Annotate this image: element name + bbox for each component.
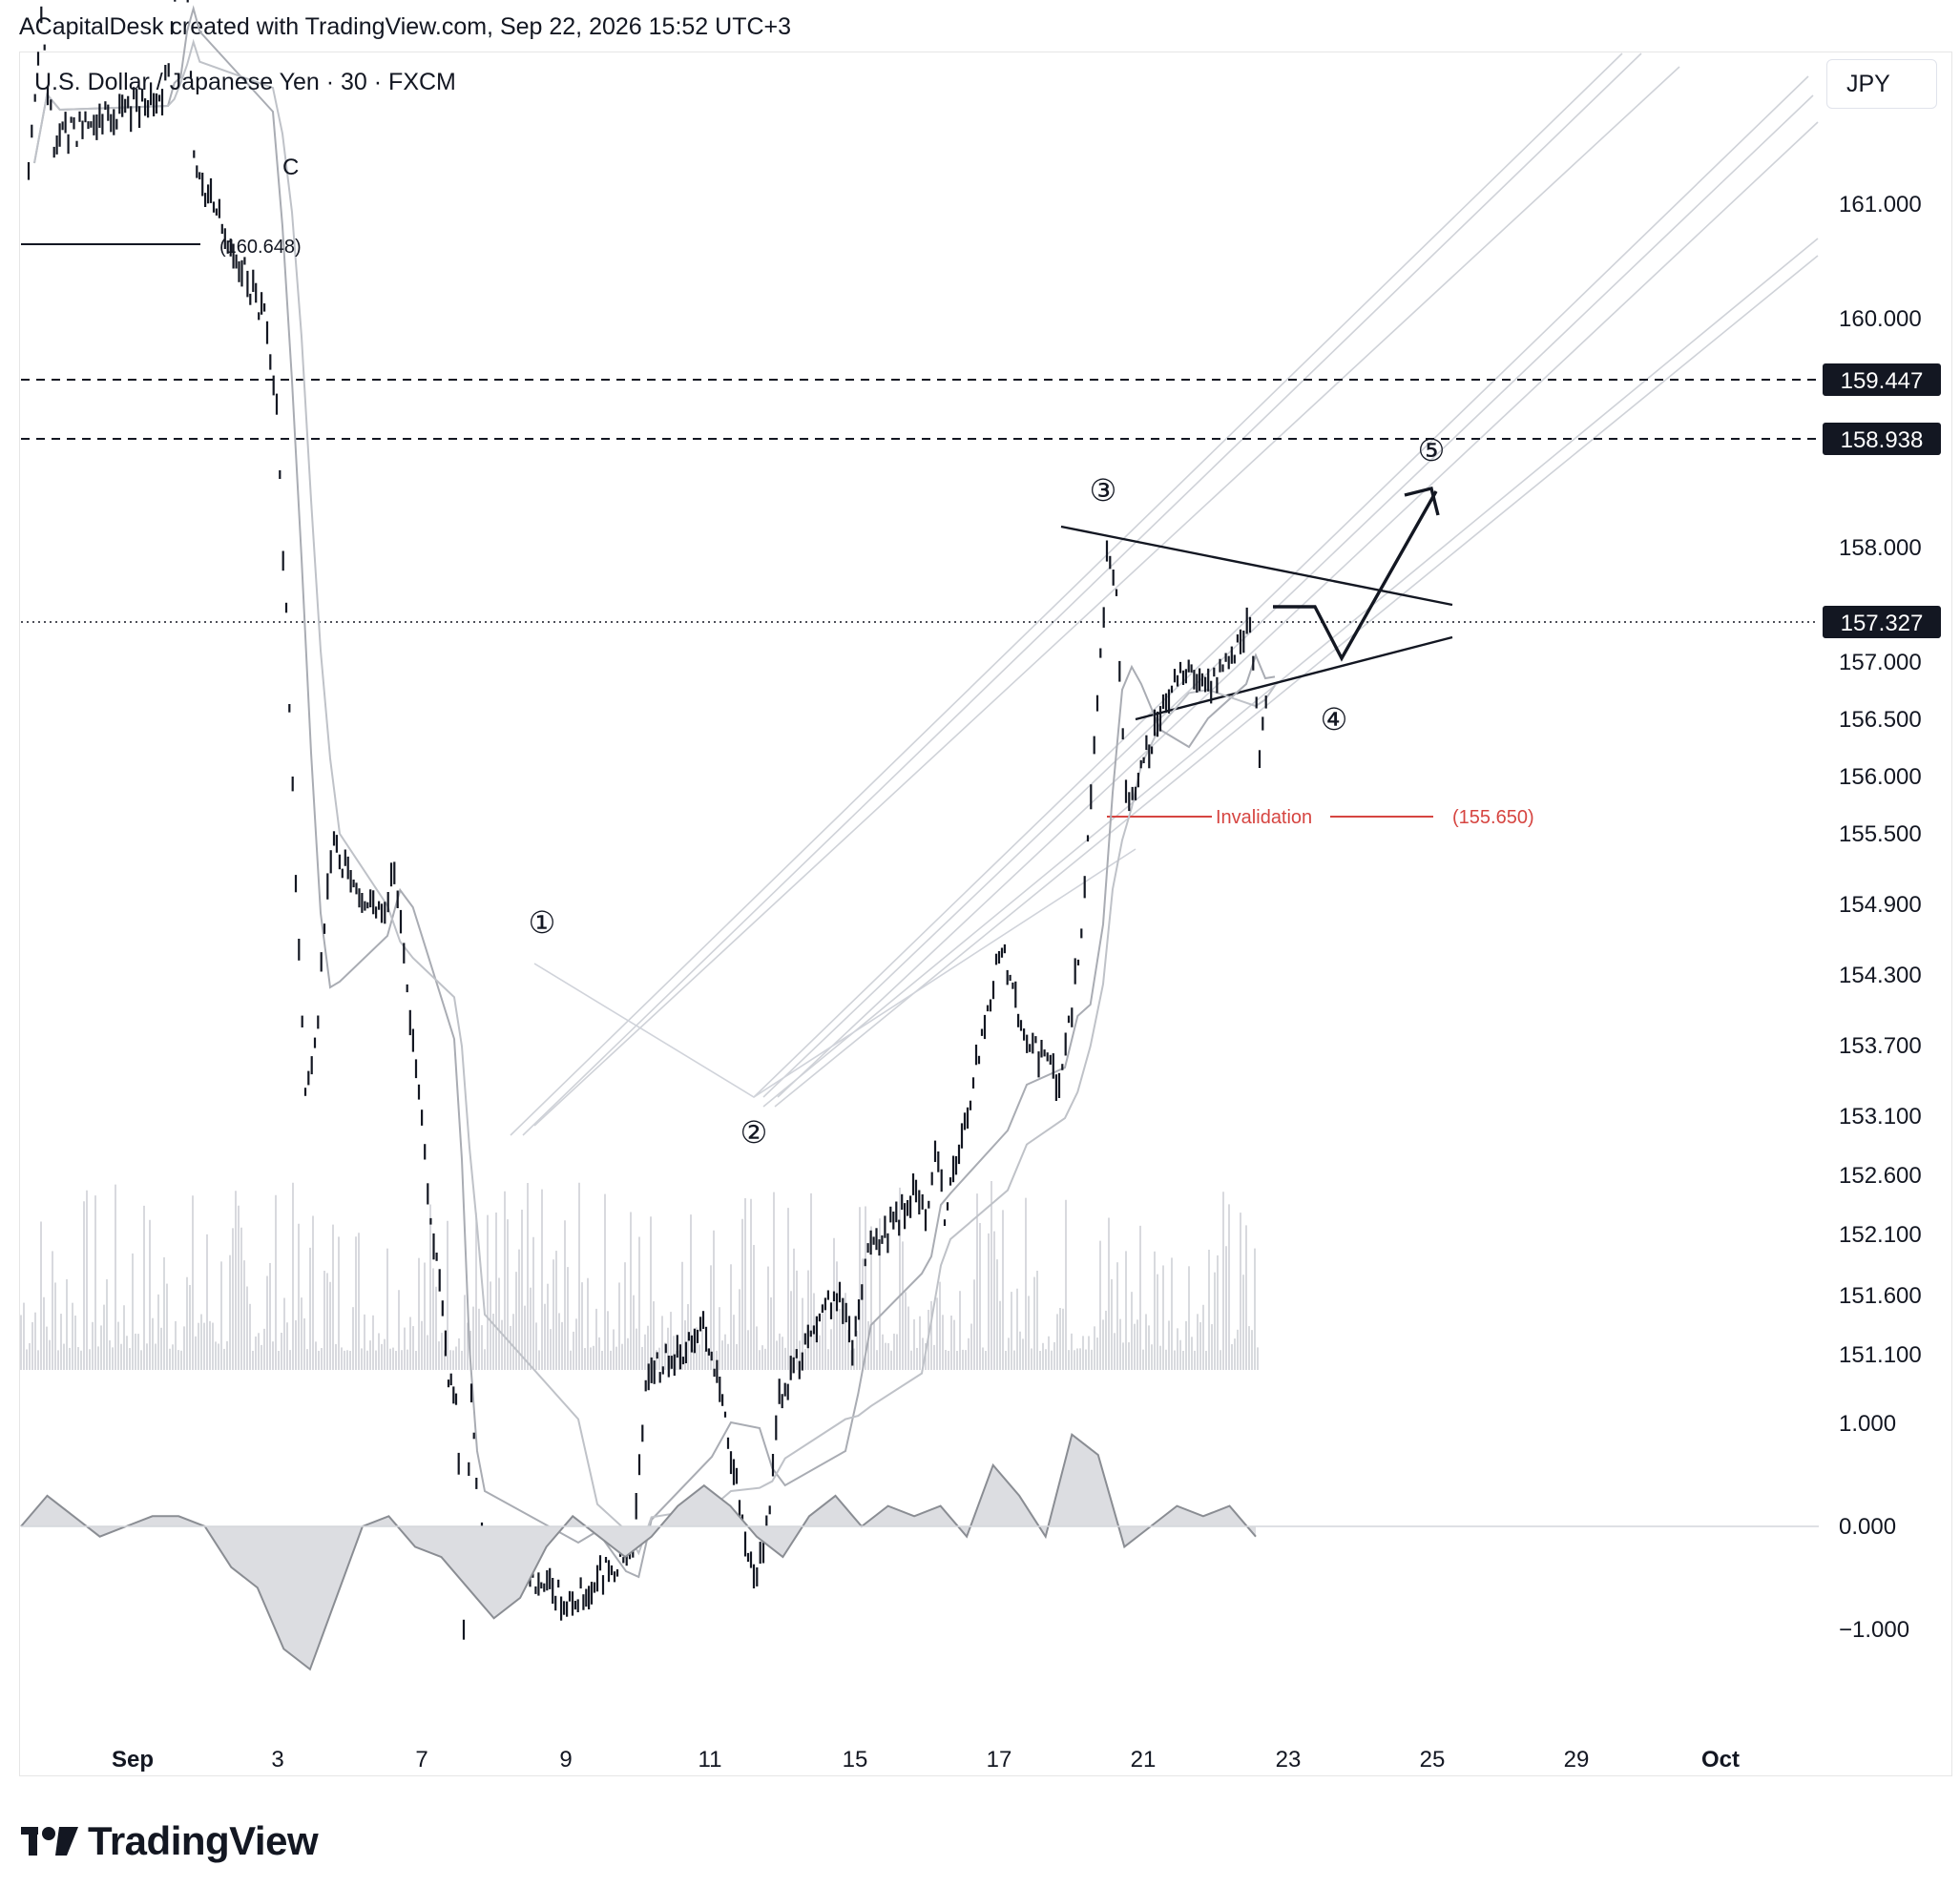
channel-line xyxy=(753,75,1809,1098)
price-tick-label: 156.500 xyxy=(1839,707,1922,733)
channel-line xyxy=(762,94,1814,1098)
wave-c-label: C xyxy=(282,155,299,180)
triangle-upper-line xyxy=(1060,525,1453,607)
price-candles xyxy=(27,0,1276,1640)
price-badge-bg xyxy=(1823,363,1941,396)
time-tick-label: 9 xyxy=(559,1747,572,1773)
annotations: C (160.648) Invalidation (155.650) ① ② ③ ④ ⑤ xyxy=(219,155,1534,1151)
time-tick-label: 17 xyxy=(987,1747,1012,1773)
oscillator-pane xyxy=(20,1432,1819,1671)
oscillator-tick-label: 0.000 xyxy=(1839,1514,1896,1540)
tradingview-brand[interactable]: TradingView xyxy=(21,1818,319,1864)
price-tick-label: 156.000 xyxy=(1839,764,1922,790)
volume-bars xyxy=(20,1181,1259,1370)
horizontal-levels xyxy=(21,243,1819,818)
price-axis: 161.000 160.000 158.000 157.000 156.500 156.0… xyxy=(1823,192,1941,1643)
chart-attribution: ACapitalDesk created with TradingView.co… xyxy=(19,13,792,40)
channel-line xyxy=(762,238,1819,1108)
price-tick-label: 154.900 xyxy=(1839,892,1922,918)
price-tick-label: 151.600 xyxy=(1839,1283,1922,1309)
time-tick-label: 23 xyxy=(1276,1747,1302,1773)
price-badge-bg xyxy=(1823,423,1941,455)
time-tick-label: 3 xyxy=(271,1747,283,1773)
price-tick-label: 158.000 xyxy=(1839,535,1922,561)
price-tick-label: 155.500 xyxy=(1839,821,1922,847)
moving-average-line xyxy=(33,38,1276,1556)
price-badge-bg xyxy=(1823,606,1941,638)
currency-button[interactable]: JPY xyxy=(1826,59,1937,109)
oscillator-area xyxy=(21,1434,1256,1669)
triangle-pattern xyxy=(1060,486,1453,721)
time-tick-label: 7 xyxy=(415,1747,427,1773)
symbol-title: U.S. Dollar / Japanese Yen · 30 · FXCM xyxy=(34,69,456,95)
price-tick-label: 152.100 xyxy=(1839,1222,1922,1248)
time-tick-label: 15 xyxy=(843,1747,868,1773)
price-badge-label: 157.327 xyxy=(1841,611,1924,636)
wave-4-marker: ④ xyxy=(1321,701,1348,737)
price-tick-label: 157.000 xyxy=(1839,650,1922,675)
high-level-label: (160.648) xyxy=(219,237,302,258)
time-tick-label: Sep xyxy=(112,1747,154,1773)
price-tick-label: 153.700 xyxy=(1839,1033,1922,1059)
time-tick-label: 11 xyxy=(699,1747,722,1773)
brand-name: TradingView xyxy=(88,1818,319,1863)
triangle-lower-line xyxy=(1135,635,1453,721)
channel-line xyxy=(522,52,1642,1136)
price-tick-label: 152.600 xyxy=(1839,1163,1922,1189)
invalidation-level-label: (155.650) xyxy=(1452,807,1534,828)
channel-line xyxy=(510,52,1623,1136)
channel-line xyxy=(533,66,1680,1127)
price-tick-label: 154.300 xyxy=(1839,963,1922,988)
projected-arrow-head xyxy=(1404,486,1440,516)
wave-1-marker: ① xyxy=(529,904,556,941)
time-tick-label: 25 xyxy=(1420,1747,1446,1773)
price-tick-label: 160.000 xyxy=(1839,306,1922,332)
price-badge-label: 159.447 xyxy=(1841,368,1924,394)
invalidation-label: Invalidation xyxy=(1216,807,1312,828)
wave-2-marker: ② xyxy=(740,1114,768,1151)
price-badge-label: 158.938 xyxy=(1841,427,1924,453)
time-tick-label: 21 xyxy=(1131,1747,1157,1773)
time-axis: Sep 3 7 9 11 15 17 21 23 25 29 Oct xyxy=(112,1747,1740,1773)
price-tick-label: 161.000 xyxy=(1839,192,1922,218)
price-tick-label: 151.100 xyxy=(1839,1342,1922,1368)
time-tick-label: Oct xyxy=(1701,1747,1740,1773)
wave-path-line xyxy=(533,848,1136,1098)
chart-frame xyxy=(19,52,1952,1776)
time-tick-label: 29 xyxy=(1564,1747,1590,1773)
oscillator-tick-label: −1.000 xyxy=(1839,1617,1909,1643)
oscillator-line xyxy=(20,1432,1257,1671)
channel-line xyxy=(777,121,1819,1098)
wave-5-marker: ⑤ xyxy=(1418,432,1446,468)
wave-3-marker: ③ xyxy=(1090,472,1117,508)
price-tick-label: 153.100 xyxy=(1839,1104,1922,1130)
projected-path xyxy=(1273,490,1438,662)
channel-lines xyxy=(510,52,1819,1136)
channel-line xyxy=(774,255,1819,1108)
tradingview-logo-icon xyxy=(21,1827,78,1856)
oscillator-tick-label: 1.000 xyxy=(1839,1411,1896,1437)
